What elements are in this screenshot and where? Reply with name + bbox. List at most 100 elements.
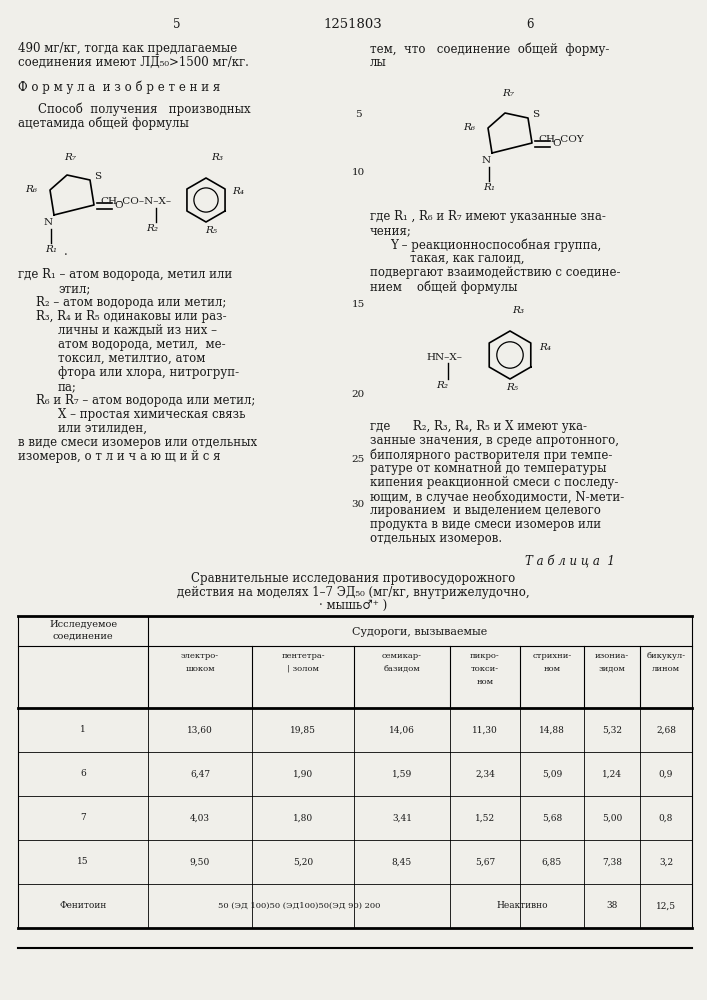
Text: соединения имеют ЛД₅₀>1500 мг/кг.: соединения имеют ЛД₅₀>1500 мг/кг. [18,56,249,69]
Text: лы: лы [370,56,387,69]
Text: базидом: базидом [384,665,421,673]
Text: 30: 30 [351,500,365,509]
Text: 25: 25 [351,455,365,464]
Text: N: N [481,156,491,165]
Text: 3,2: 3,2 [659,857,673,866]
Text: этил;: этил; [58,282,90,295]
Text: 5,32: 5,32 [602,726,622,734]
Text: S: S [94,172,101,181]
Text: или этилиден,: или этилиден, [58,422,147,435]
Text: 3,41: 3,41 [392,814,412,822]
Text: ацетамида общей формулы: ацетамида общей формулы [18,116,189,129]
Text: атом водорода, метил,  ме-: атом водорода, метил, ме- [58,338,226,351]
Text: 5: 5 [173,18,181,31]
Text: 6: 6 [526,18,534,31]
Text: биполярного растворителя при темпе-: биполярного растворителя при темпе- [370,448,612,462]
Text: 13,60: 13,60 [187,726,213,734]
Text: в виде смеси изомеров или отдельных: в виде смеси изомеров или отдельных [18,436,257,449]
Text: где R₁ – атом водорода, метил или: где R₁ – атом водорода, метил или [18,268,233,281]
Text: Ф о р м у л а  и з о б р е т е н и я: Ф о р м у л а и з о б р е т е н и я [18,80,221,94]
Text: 1,24: 1,24 [602,770,622,778]
Text: зидом: зидом [599,665,626,673]
Text: R₂: R₂ [436,381,448,390]
Text: R₄: R₄ [539,342,551,352]
Text: | золом: | золом [287,665,319,673]
Text: 5,68: 5,68 [542,814,562,822]
Text: 7,38: 7,38 [602,857,622,866]
Text: такая, как галоид,: такая, как галоид, [410,252,525,265]
Text: 15: 15 [77,857,89,866]
Text: Судороги, вызываемые: Судороги, вызываемые [352,627,488,637]
Text: 12,5: 12,5 [656,902,676,910]
Text: 1,80: 1,80 [293,814,313,822]
Text: личны и каждый из них –: личны и каждый из них – [58,324,217,337]
Text: 5,67: 5,67 [475,857,495,866]
Text: 8,45: 8,45 [392,857,412,866]
Text: Способ  получения   производных: Способ получения производных [38,102,250,115]
Text: пентетра-: пентетра- [281,652,325,660]
Text: лином: лином [652,665,680,673]
Text: ном: ном [477,678,493,686]
Text: Фенитоин: Фенитоин [59,902,107,910]
Text: R₃, R₄ и R₅ одинаковы или раз-: R₃, R₄ и R₅ одинаковы или раз- [36,310,227,323]
Text: 1,52: 1,52 [475,814,495,822]
Text: R₄: R₄ [232,188,244,196]
Text: X – простая химическая связь: X – простая химическая связь [58,408,245,421]
Text: 1: 1 [80,726,86,734]
Text: R₁: R₁ [45,245,57,254]
Text: кипения реакционной смеси с последу-: кипения реакционной смеси с последу- [370,476,619,489]
Text: занные значения, в среде апротонного,: занные значения, в среде апротонного, [370,434,619,447]
Text: 38: 38 [607,902,618,910]
Text: 10: 10 [351,168,365,177]
Text: 1,90: 1,90 [293,770,313,778]
Text: Y – реакционноспособная группа,: Y – реакционноспособная группа, [390,238,601,251]
Text: R₁: R₁ [483,183,495,192]
Text: стрихни-: стрихни- [532,652,572,660]
Text: N: N [43,218,52,227]
Text: R₅: R₅ [506,383,518,392]
Text: продукта в виде смеси изомеров или: продукта в виде смеси изомеров или [370,518,601,531]
Text: отдельных изомеров.: отдельных изомеров. [370,532,502,545]
Text: 1251803: 1251803 [324,18,382,31]
Text: ном: ном [544,665,561,673]
Text: 6,47: 6,47 [190,770,210,778]
Text: 2,68: 2,68 [656,726,676,734]
Text: шоком: шоком [185,665,215,673]
Text: токсил, метилтио, атом: токсил, метилтио, атом [58,352,205,365]
Text: R₅: R₅ [205,226,217,235]
Text: 11,30: 11,30 [472,726,498,734]
Text: 50 (ЭД 100)50 (ЭД100)50(ЭД 90) 200: 50 (ЭД 100)50 (ЭД100)50(ЭД 90) 200 [218,902,380,910]
Text: HN–X–: HN–X– [426,353,462,361]
Text: токси-: токси- [471,665,499,673]
Text: семикар-: семикар- [382,652,422,660]
Text: .: . [64,245,68,258]
Text: Сравнительные исследования противосудорожного: Сравнительные исследования противосудоро… [191,572,515,585]
Text: фтора или хлора, нитрогруп-: фтора или хлора, нитрогруп- [58,366,239,379]
Text: 1,59: 1,59 [392,770,412,778]
Text: где      R₂, R₃, R₄, R₅ и X имеют ука-: где R₂, R₃, R₄, R₅ и X имеют ука- [370,420,587,433]
Text: 5,20: 5,20 [293,857,313,866]
Text: 5,00: 5,00 [602,814,622,822]
Text: соединение: соединение [53,632,113,641]
Text: · мышь♂⁺ ): · мышь♂⁺ ) [319,600,387,613]
Text: бикукул-: бикукул- [646,652,686,660]
Text: пикро-: пикро- [470,652,500,660]
Text: 5: 5 [355,110,361,119]
Text: R₃: R₃ [512,306,524,315]
Text: 0,8: 0,8 [659,814,673,822]
Text: O: O [552,139,561,148]
Text: 5,09: 5,09 [542,770,562,778]
Text: Исследуемое: Исследуемое [49,620,117,629]
Text: чения;: чения; [370,224,412,237]
Text: R₆: R₆ [463,123,475,132]
Text: 6: 6 [80,770,86,778]
Text: па;: па; [58,380,77,393]
Text: 9,50: 9,50 [190,857,210,866]
Text: O: O [114,202,122,211]
Text: подвергают взаимодействию с соедине-: подвергают взаимодействию с соедине- [370,266,621,279]
Text: R₇: R₇ [64,153,76,162]
Text: 490 мг/кг, тогда как предлагаемые: 490 мг/кг, тогда как предлагаемые [18,42,238,55]
Text: R₆ и R₇ – атом водорода или метил;: R₆ и R₇ – атом водорода или метил; [36,394,255,407]
Text: 15: 15 [351,300,365,309]
Text: R₂: R₂ [146,224,158,233]
